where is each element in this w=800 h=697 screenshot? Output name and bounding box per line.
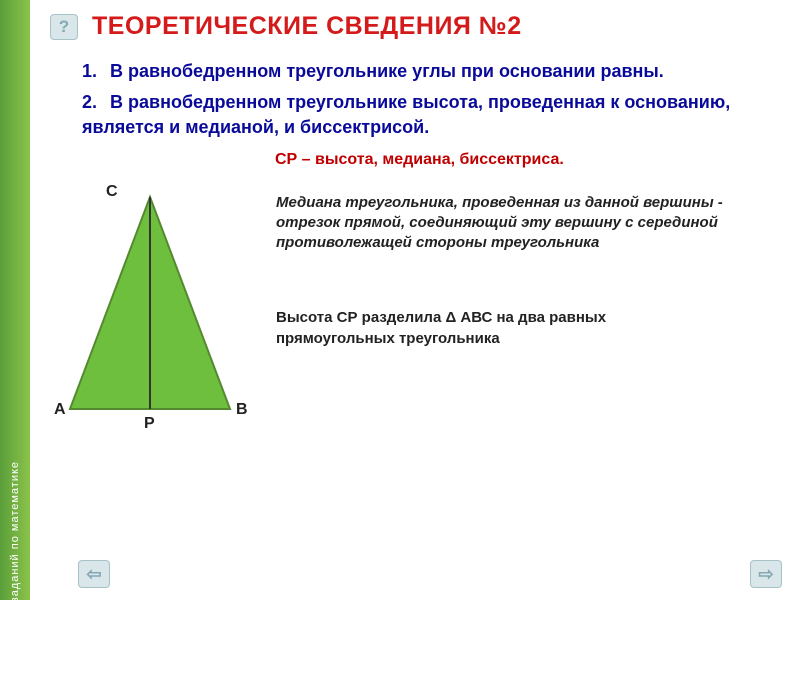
nav-prev-button[interactable]: ⇦ xyxy=(78,560,110,588)
content-row: С А В Р Медиана треугольника, проведенна… xyxy=(50,179,780,429)
page-title: ТЕОРЕТИЧЕСКИЕ СВЕДЕНИЯ №2 xyxy=(92,12,522,41)
list-text-1: В равнобедренном треугольнике углы при о… xyxy=(110,61,664,81)
sidebar: Открытый банк заданий по математике xyxy=(0,0,30,600)
median-def-text: треугольника, проведенная из данной верш… xyxy=(276,194,723,252)
median-definition: Медиана треугольника, проведенная из дан… xyxy=(276,193,780,254)
height-note: Высота СР разделила Δ АВС на два равных … xyxy=(276,308,780,349)
triangle-svg xyxy=(50,179,260,429)
height-note-2: разделила Δ АВС на два равных xyxy=(357,309,606,326)
list-num-1: 1. xyxy=(82,59,110,84)
vertex-label-p: Р xyxy=(144,415,155,433)
vertex-label-b: В xyxy=(236,401,248,419)
height-note-1: Высота xyxy=(276,309,337,326)
help-button[interactable]: ? xyxy=(50,14,78,40)
list-num-2: 2. xyxy=(82,90,110,115)
height-note-3: прямоугольных треугольника xyxy=(276,330,500,347)
theory-list: 1.В равнобедренном треугольнике углы при… xyxy=(50,59,780,141)
median-word: Медиана xyxy=(276,194,341,211)
list-text-2: В равнобедренном треугольнике высота, пр… xyxy=(82,92,730,137)
list-item-1: 1.В равнобедренном треугольнике углы при… xyxy=(82,59,780,84)
height-note-cp: СР xyxy=(337,309,358,326)
vertex-label-c: С xyxy=(106,183,118,201)
sidebar-label: Открытый банк заданий по математике xyxy=(9,461,21,697)
triangle-diagram: С А В Р xyxy=(50,179,260,429)
list-item-2: 2.В равнобедренном треугольнике высота, … xyxy=(82,90,780,140)
cp-label: СР – высота, медиана, биссектриса. xyxy=(275,151,780,169)
text-column: Медиана треугольника, проведенная из дан… xyxy=(276,179,780,349)
main-content: ? ТЕОРЕТИЧЕСКИЕ СВЕДЕНИЯ №2 1.В равнобед… xyxy=(30,0,800,600)
nav-next-button[interactable]: ⇨ xyxy=(750,560,782,588)
header: ? ТЕОРЕТИЧЕСКИЕ СВЕДЕНИЯ №2 xyxy=(50,12,780,41)
vertex-label-a: А xyxy=(54,401,66,419)
